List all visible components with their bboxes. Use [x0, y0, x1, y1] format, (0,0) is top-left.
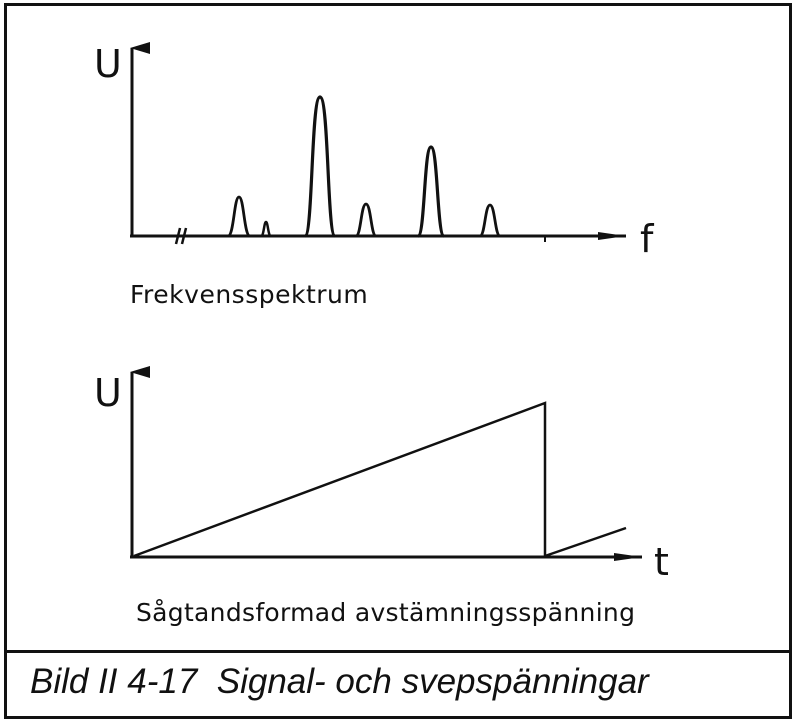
figure-caption: Bild II 4-17 Signal- och svepspänningar [30, 662, 649, 701]
sawtooth-y-axis-label: U [94, 371, 122, 415]
sawtooth-next-ramp [544, 526, 627, 558]
figure-frame [4, 3, 792, 719]
sawtooth-waveform [133, 401, 547, 558]
sawtooth-x-axis-label: t [654, 540, 669, 584]
sawtooth-caption: Sågtandsformad avstämningsspänning [136, 598, 636, 627]
spectrum-peak-1 [226, 195, 252, 238]
spectrum-caption: Frekvensspektrum [130, 280, 369, 309]
spectrum-peak-2 [260, 220, 272, 238]
axis-break-mark [174, 227, 188, 245]
spectrum-peak-3 [303, 95, 337, 238]
spectrum-peak-6 [478, 203, 502, 238]
spectrum-peak-4 [354, 202, 378, 238]
spectrum-panel: U f [94, 42, 655, 261]
spectrum-peak-5 [416, 145, 446, 238]
caption-divider [4, 650, 792, 653]
spectrum-y-axis-label: U [94, 42, 122, 86]
spectrum-x-axis-label: f [640, 217, 655, 261]
sawtooth-panel: U t [94, 366, 669, 584]
